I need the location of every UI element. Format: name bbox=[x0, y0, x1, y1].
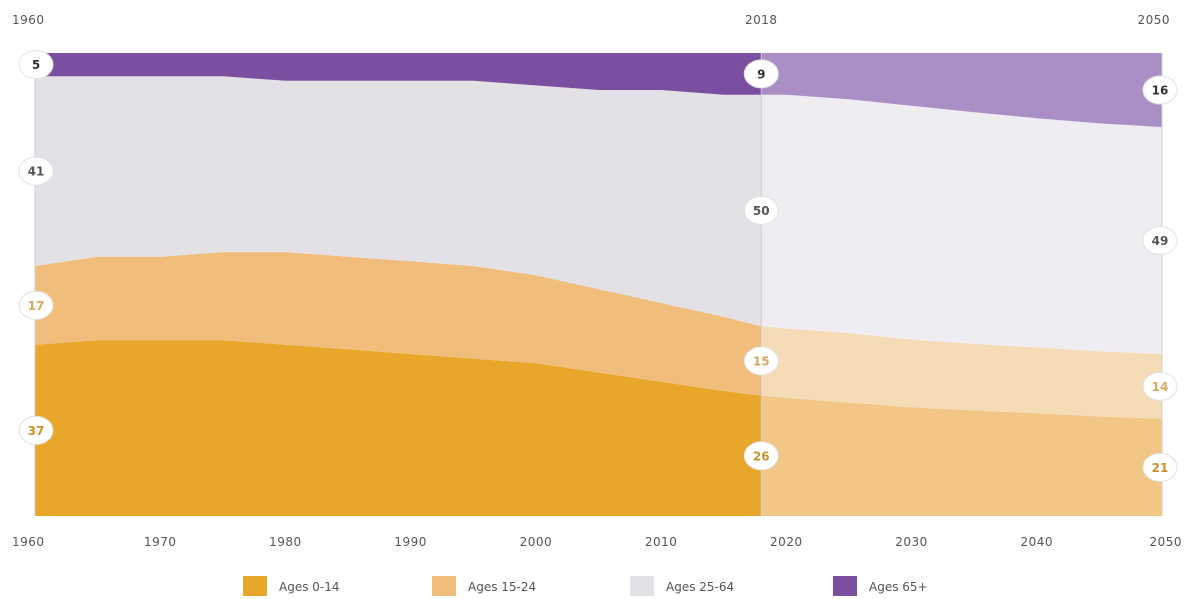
value-bubble-2050-ages-25-64: 49 bbox=[1142, 226, 1178, 256]
legend-item-ages-25-64: Ages 25-64 bbox=[630, 576, 734, 596]
value-bubble-2018-ages-65: 9 bbox=[743, 59, 779, 89]
value-bubble-1960-ages-15-24: 17 bbox=[18, 290, 54, 320]
area-ages-15-24-projected bbox=[761, 326, 1162, 419]
legend-item-ages-0-14: Ages 0-14 bbox=[243, 576, 340, 596]
top-year-label-2050: 2050 bbox=[1137, 13, 1170, 27]
legend-label-ages-15-24: Ages 15-24 bbox=[468, 580, 536, 594]
svg-text:9: 9 bbox=[757, 67, 765, 81]
area-ages-15-24-historical bbox=[35, 252, 762, 396]
svg-text:50: 50 bbox=[753, 204, 770, 218]
svg-text:21: 21 bbox=[1152, 461, 1169, 475]
svg-text:16: 16 bbox=[1152, 84, 1169, 98]
value-bubble-2018-ages-25-64: 50 bbox=[743, 195, 779, 225]
x-tick-label-2050: 2050 bbox=[1149, 535, 1182, 549]
value-bubble-2018-ages-0-14: 26 bbox=[743, 441, 779, 471]
top-year-label-1960: 1960 bbox=[12, 13, 45, 27]
svg-text:37: 37 bbox=[28, 424, 45, 438]
legend-swatch-ages-15-24 bbox=[432, 576, 456, 596]
x-tick-label-1990: 1990 bbox=[394, 535, 427, 549]
x-tick-label-1960: 1960 bbox=[12, 535, 45, 549]
legend-label-ages-65: Ages 65+ bbox=[869, 580, 928, 594]
x-tick-label-1970: 1970 bbox=[144, 535, 177, 549]
svg-text:17: 17 bbox=[28, 299, 45, 313]
value-bubble-1960-ages-0-14: 37 bbox=[18, 415, 54, 445]
value-bubble-2018-ages-15-24: 15 bbox=[743, 346, 779, 376]
legend-item-ages-65: Ages 65+ bbox=[833, 576, 928, 596]
value-bubble-2050-ages-15-24: 14 bbox=[1142, 371, 1178, 401]
x-tick-label-2010: 2010 bbox=[645, 535, 678, 549]
area-ages-25-64-historical bbox=[35, 76, 762, 327]
legend-swatch-ages-65 bbox=[833, 576, 857, 596]
legend-item-ages-15-24: Ages 15-24 bbox=[432, 576, 536, 596]
legend-swatch-ages-25-64 bbox=[630, 576, 654, 596]
legend: Ages 0-14 Ages 15-24 Ages 25-64 Ages 65+ bbox=[243, 576, 928, 596]
legend-label-ages-0-14: Ages 0-14 bbox=[279, 580, 340, 594]
area-ages-25-64-projected bbox=[761, 94, 1162, 354]
svg-text:41: 41 bbox=[28, 165, 45, 179]
x-tick-label-2000: 2000 bbox=[520, 535, 553, 549]
top-year-label-2018: 2018 bbox=[745, 13, 778, 27]
x-tick-label-2030: 2030 bbox=[895, 535, 928, 549]
value-annotations: 37 17 41 5 26 15 50 9 21 14 49 16 bbox=[18, 50, 1178, 482]
svg-text:15: 15 bbox=[753, 354, 770, 368]
legend-label-ages-25-64: Ages 25-64 bbox=[666, 580, 734, 594]
value-bubble-1960-ages-25-64: 41 bbox=[18, 156, 54, 186]
value-bubble-2050-ages-65: 16 bbox=[1142, 75, 1178, 105]
area-ages-0-14-historical bbox=[35, 340, 762, 516]
area-ages-65-projected bbox=[761, 53, 1162, 128]
value-bubble-1960-ages-65: 5 bbox=[18, 50, 54, 80]
area-ages-0-14-projected bbox=[761, 395, 1162, 516]
areas-group bbox=[35, 53, 1162, 516]
svg-text:5: 5 bbox=[32, 58, 40, 72]
area-ages-65-historical bbox=[35, 53, 762, 95]
svg-text:49: 49 bbox=[1152, 234, 1169, 248]
svg-text:14: 14 bbox=[1152, 380, 1169, 394]
x-tick-label-1980: 1980 bbox=[269, 535, 302, 549]
x-axis-ticks: 1960 1970 1980 1990 2000 2010 2020 2030 2040 2050 bbox=[12, 535, 1182, 549]
x-tick-label-2020: 2020 bbox=[770, 535, 803, 549]
x-tick-label-2040: 2040 bbox=[1021, 535, 1054, 549]
svg-text:26: 26 bbox=[753, 449, 770, 463]
value-bubble-2050-ages-0-14: 21 bbox=[1142, 452, 1178, 482]
legend-swatch-ages-0-14 bbox=[243, 576, 267, 596]
top-year-labels: 1960 2018 2050 bbox=[12, 13, 1170, 27]
